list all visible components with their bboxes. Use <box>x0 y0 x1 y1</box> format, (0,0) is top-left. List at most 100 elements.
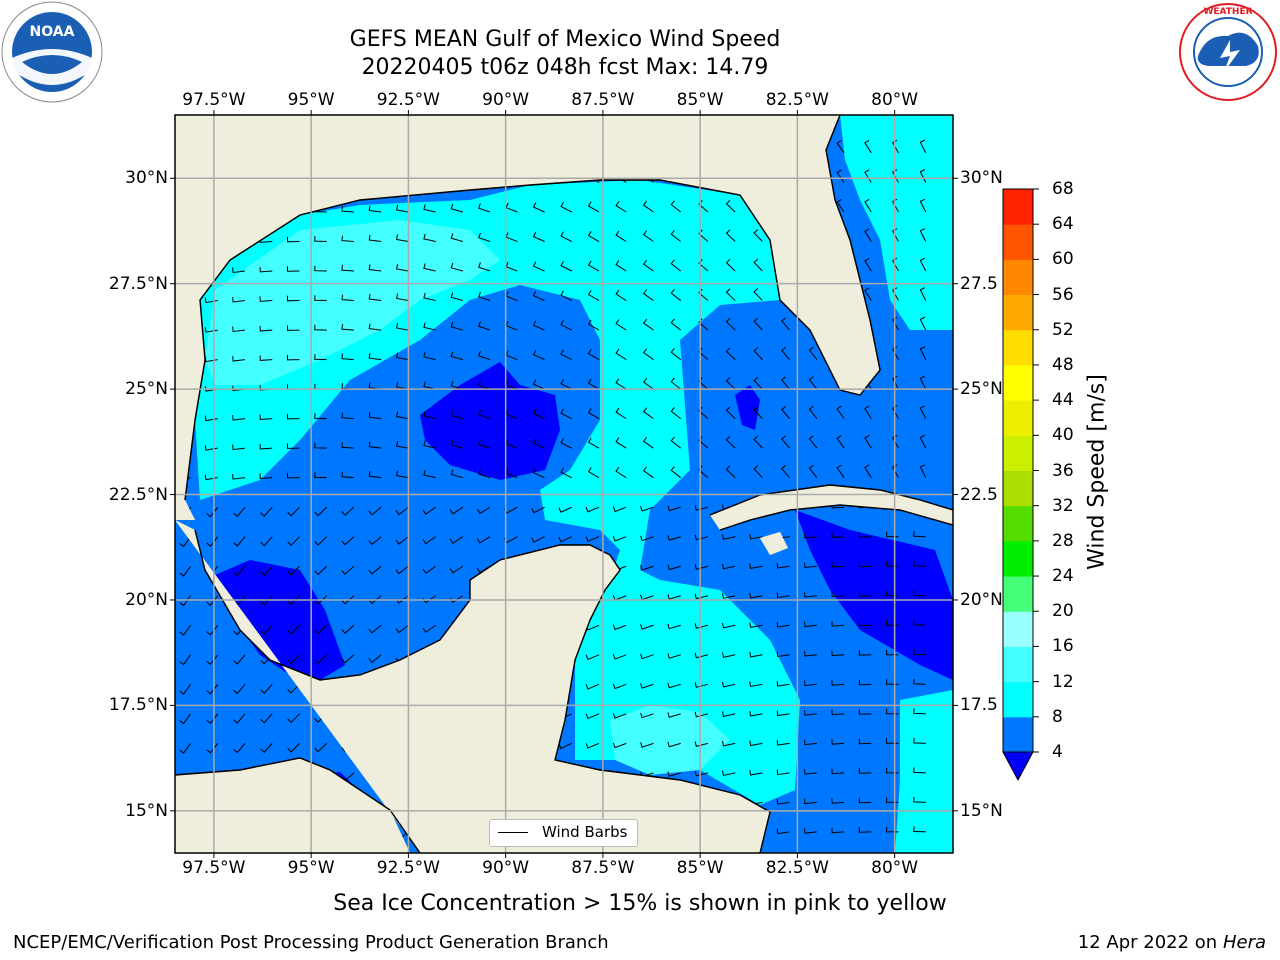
wind-zone-12-16-west <box>205 220 500 385</box>
wind-barb <box>891 139 899 154</box>
colorbar-swatch <box>1003 224 1033 260</box>
wind-barb <box>670 377 682 390</box>
colorbar-label: 56 <box>1052 284 1074 305</box>
wind-barb <box>667 682 681 689</box>
colorbar-label: 44 <box>1052 390 1074 411</box>
wind-barb <box>179 654 191 666</box>
wind-barb <box>341 624 355 634</box>
wind-barb <box>753 317 763 331</box>
wind-barb <box>259 266 273 273</box>
xtick-top: 95°W <box>287 90 335 110</box>
colorbar-label: 28 <box>1052 530 1074 551</box>
wind-barb <box>341 412 354 420</box>
wind-barb <box>532 438 545 449</box>
wind-barb <box>179 713 191 725</box>
wind-barb <box>698 406 709 420</box>
wind-barb <box>804 739 817 746</box>
wind-barb <box>640 624 654 630</box>
wind-barb <box>804 591 817 598</box>
wind-barb <box>341 654 355 664</box>
wind-barb <box>804 562 817 569</box>
wind-barb <box>232 355 246 362</box>
wind-barb <box>808 346 818 360</box>
wind-barb <box>725 436 736 449</box>
wind-barb <box>532 320 545 331</box>
wind-barb <box>206 713 219 725</box>
wind-barb <box>314 624 328 635</box>
xtick-bottom: 95°W <box>287 858 335 878</box>
wind-barb <box>864 198 872 213</box>
wind-barb <box>612 742 627 749</box>
xtick-top: 90°W <box>482 90 530 110</box>
wind-barb <box>341 471 354 479</box>
wind-barb <box>341 536 355 546</box>
wind-barb <box>781 435 790 449</box>
footer-right: 12 Apr 2022 on Hera <box>1078 932 1266 953</box>
wind-barb <box>749 563 763 569</box>
colorbar-label: 24 <box>1052 566 1074 587</box>
wind-barb <box>587 467 600 479</box>
wind-barb <box>831 768 845 775</box>
wind-barb <box>478 262 491 272</box>
wind-barb <box>891 228 899 242</box>
wind-barb <box>615 407 627 420</box>
wind-barb <box>864 464 872 478</box>
wind-barb <box>698 465 709 479</box>
wind-barb <box>314 324 327 331</box>
wind-barb <box>831 680 845 686</box>
wind-barb <box>422 536 436 545</box>
wind-barb <box>725 406 736 419</box>
wind-barb <box>450 233 463 242</box>
colorbar-label: 68 <box>1052 179 1074 199</box>
wind-barb <box>831 532 845 539</box>
wind-barb <box>891 316 899 331</box>
wind-barb <box>722 740 736 747</box>
wind-barb <box>476 536 491 544</box>
wind-barb <box>776 562 790 569</box>
wind-barb <box>233 565 246 577</box>
wind-barb <box>179 684 191 695</box>
wind-barb <box>919 228 927 242</box>
wind-barb <box>776 799 790 805</box>
wind-barb <box>532 231 545 242</box>
wind-barb <box>612 654 627 660</box>
wind-barb <box>642 259 654 272</box>
wind-barb <box>670 407 682 420</box>
wind-barb <box>831 650 845 657</box>
wind-barb <box>395 470 409 479</box>
wind-barb <box>667 505 681 512</box>
wind-barb <box>858 768 872 774</box>
wind-barb <box>858 738 872 745</box>
xtick-bottom: 90°W <box>482 858 530 878</box>
wind-barb <box>864 169 872 183</box>
colorbar-label: 20 <box>1052 601 1074 622</box>
wind-barb <box>368 412 382 420</box>
wind-barb <box>206 595 219 606</box>
wind-barb <box>314 506 328 517</box>
wind-barb <box>804 621 817 628</box>
footer-left: NCEP/EMC/Verification Post Processing Pr… <box>13 932 609 953</box>
wind-barb <box>260 624 273 635</box>
wind-barb <box>314 354 327 361</box>
wind-barb <box>478 291 491 302</box>
wind-barb <box>858 797 872 804</box>
wind-barb <box>753 258 763 272</box>
wind-barb <box>919 198 927 213</box>
wind-barb <box>341 565 355 575</box>
wind-barb <box>858 561 872 568</box>
wind-barb <box>919 434 927 449</box>
wind-barb <box>287 506 300 517</box>
wind-barb <box>808 464 818 478</box>
wind-barb <box>287 654 300 665</box>
land-cuba <box>710 485 953 530</box>
wind-barb <box>450 262 463 272</box>
wind-barb <box>259 296 273 302</box>
chart-subtitle: 20220405 t06z 048h fcst Max: 14.79 <box>361 55 769 80</box>
wind-barb <box>722 563 736 570</box>
wind-barb <box>749 592 763 599</box>
wind-barb <box>476 506 491 515</box>
wind-barb <box>395 263 409 272</box>
ytick-left: 17.5°N <box>108 695 168 716</box>
wind-barb <box>560 260 573 272</box>
wind-barb <box>615 437 627 449</box>
